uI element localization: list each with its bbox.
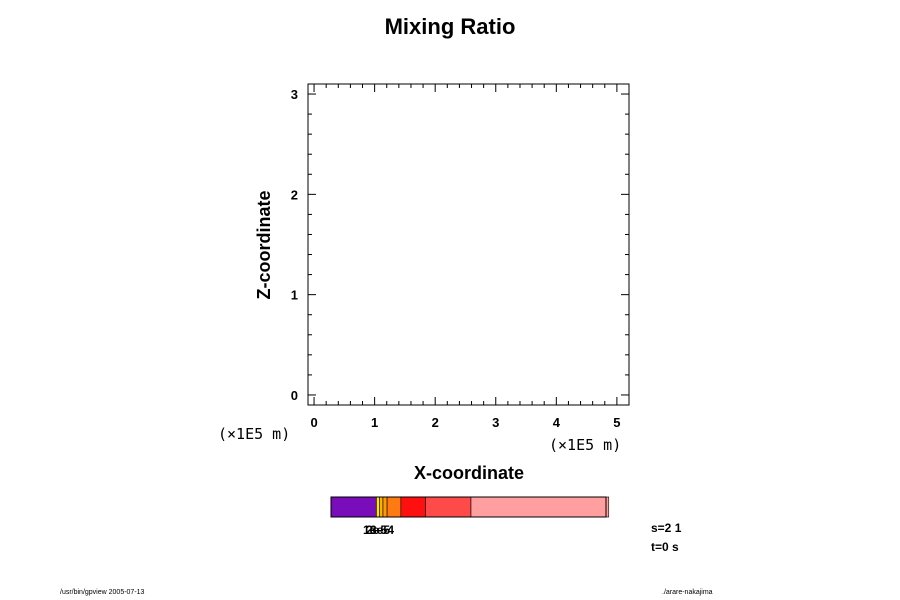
y-axis-title: Z-coordinate: [254, 190, 274, 299]
y-tick-label: 1: [291, 288, 298, 303]
x-tick-label: 2: [432, 415, 439, 430]
t-annotation: t=0 s: [651, 540, 679, 554]
colorbar-segment: [425, 496, 472, 518]
colorbar-label: 3e-4: [370, 523, 394, 537]
x-tick-label: 0: [310, 415, 317, 430]
colorbar-segment: [376, 496, 380, 518]
colorbar-segment: [470, 496, 610, 518]
colorbar-frame: [330, 496, 607, 518]
colorbar-segment: [330, 496, 377, 518]
colorbar-label: 1e-5: [363, 523, 387, 537]
x-tick-label: 1: [371, 415, 378, 430]
x-axis-title: X-coordinate: [414, 463, 524, 483]
colorbar-segment: [386, 496, 402, 518]
chart-title: Mixing Ratio: [384, 14, 516, 39]
x-tick-label: 3: [492, 415, 499, 430]
footer-left: /usr/bin/gpview 2005-07-13: [60, 589, 145, 596]
colorbar-label: 2e-5: [366, 523, 390, 537]
y-tick-label: 2: [291, 187, 298, 202]
x-tick-label: 4: [553, 415, 561, 430]
plot-frame: [307, 83, 630, 406]
z-unit-label: (×1E5 m): [218, 425, 290, 443]
footer-right: ./arare-nakajima: [662, 589, 713, 596]
y-tick-label: 0: [291, 388, 298, 403]
colorbar-segment: [382, 496, 388, 518]
colorbar-segment: [379, 496, 384, 518]
y-tick-label: 3: [291, 87, 298, 102]
colorbar-segment: [400, 496, 426, 518]
x-tick-label: 5: [613, 415, 620, 430]
s-annotation: s=2 1: [651, 521, 682, 535]
x-unit-label: (×1E5 m): [549, 436, 621, 454]
